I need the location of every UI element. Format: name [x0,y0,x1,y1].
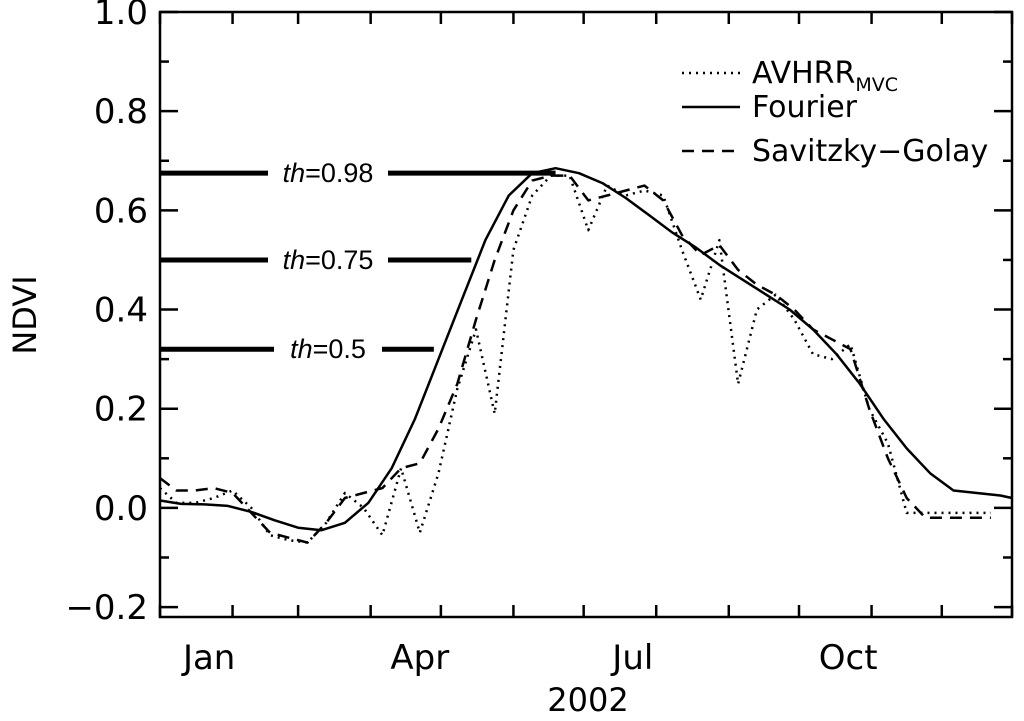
y-tick-label: 0.2 [94,390,148,430]
tick-labels: −0.2 0.0 0.2 0.4 0.6 0.8 1.0 Jan Apr Jul Oct [65,0,877,678]
threshold-label-italic: th [283,245,306,275]
threshold-label-value: =0.98 [305,158,373,188]
y-tick-label: 0.0 [94,489,148,529]
threshold-label-italic: th [283,158,306,188]
series-lines [159,166,1013,544]
series-savitzky-golay-line [159,174,991,544]
threshold-label-italic: th [290,334,313,364]
threshold-label: th=0.75 [283,245,374,275]
x-tick-label: Oct [819,638,878,678]
y-tick-label: 0.4 [94,291,148,331]
y-tick-label: 0.8 [94,92,148,132]
y-tick-label: 0.6 [94,191,148,231]
x-axis-title: 2002 [547,681,628,719]
threshold-label-value: =0.5 [313,334,366,364]
threshold-label: th=0.5 [290,334,366,364]
axis-ticks [158,10,1014,617]
threshold-label: th=0.98 [283,158,374,188]
legend-label-fourier: Fourier [752,90,858,125]
y-axis-title: NDVI [6,275,44,354]
x-tick-label: Jul [610,638,653,678]
threshold-label-bg [274,331,382,368]
threshold-label-value: =0.75 [305,245,373,275]
legend: AVHRRMVC Fourier Savitzky−Golay [682,56,988,169]
plot-frame [158,10,1014,619]
threshold-label-bg [268,155,388,192]
legend-label-savitzky-golay: Savitzky−Golay [752,134,988,169]
x-tick-label: Apr [390,638,449,678]
legend-label-avhrr-subscript: MVC [855,74,898,96]
threshold-label-bg [268,241,388,278]
x-tick-label: Jan [181,638,235,678]
y-tick-label: −0.2 [65,588,148,628]
y-tick-label: 1.0 [94,0,148,33]
series-fourier-line [159,166,1013,532]
legend-label-avhrr: AVHRRMVC [752,56,898,96]
